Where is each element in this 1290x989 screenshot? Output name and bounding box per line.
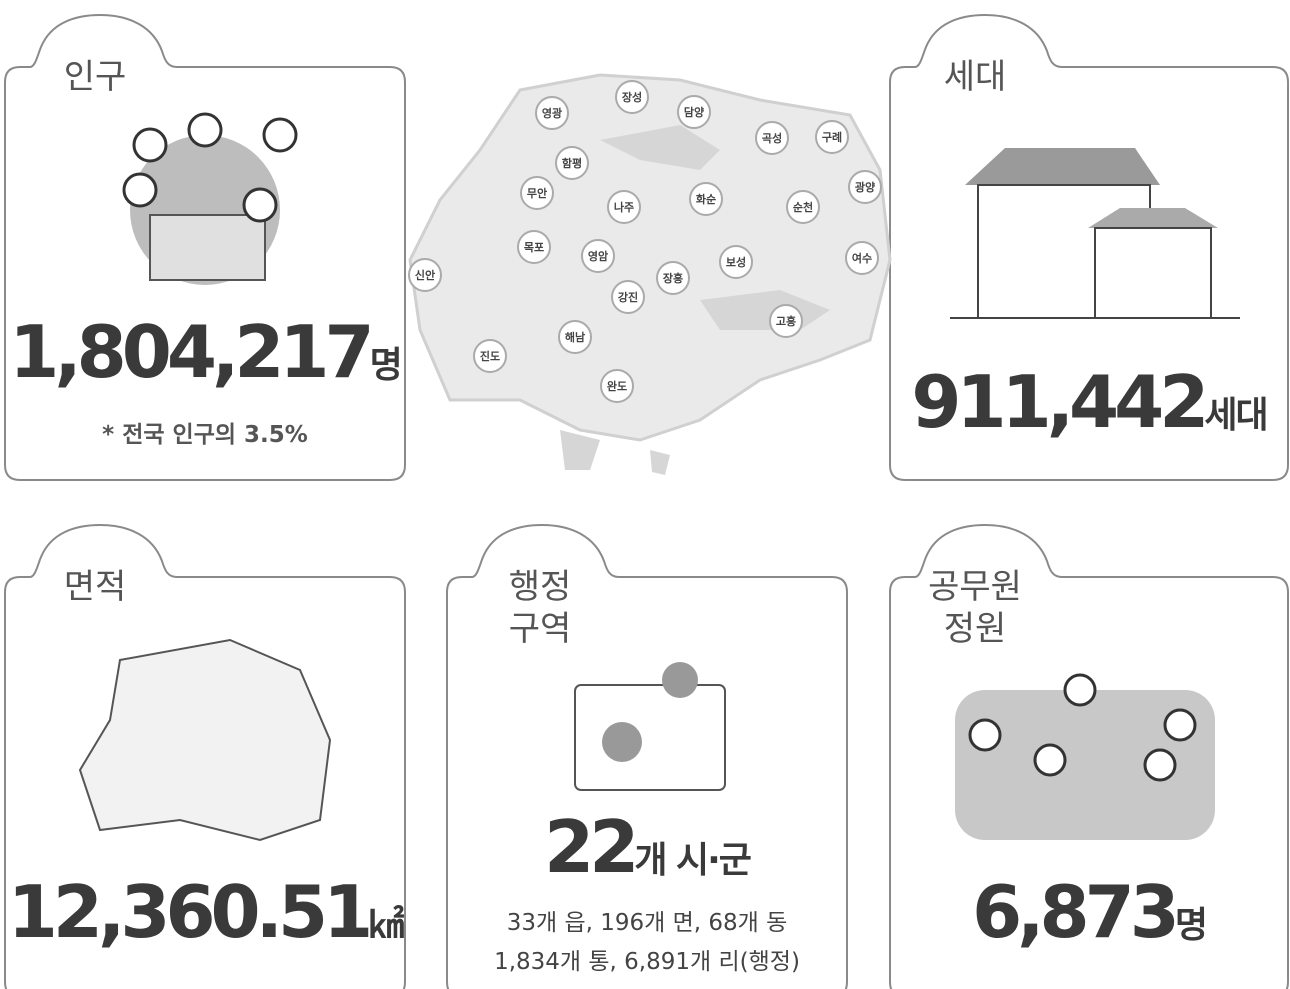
stat: 12,360.51㎢ [5,870,405,954]
map-label: 구례 [815,120,849,154]
illust [244,189,276,221]
illust [134,129,166,161]
stat-note: 1,834개 통, 6,891개 리(행정) [447,942,847,976]
stat-unit: 개 시·군 [634,840,750,881]
illust [1065,675,1095,705]
map-label: 광양 [848,170,882,204]
map-label: 영암 [581,239,615,273]
map-label: 보성 [719,245,753,279]
stat: 6,873명 [890,870,1288,954]
illust [150,215,265,280]
map-label: 여수 [845,241,879,275]
stat-unit: 명 [370,345,401,386]
illust [602,722,642,762]
map-label: 곡성 [755,121,789,155]
illust [124,174,156,206]
map-label: 신안 [408,258,442,292]
illust [1095,228,1211,318]
map-label: 나주 [607,190,641,224]
stat-value: 22 [544,805,634,889]
stat-value: 1,804,217 [9,310,369,394]
map-label: 함평 [555,146,589,180]
map-label: 무안 [520,176,554,210]
map-label: 완도 [600,369,634,403]
stat-value: 911,442 [911,360,1204,444]
map-label: 영광 [535,96,569,130]
stat-note: * 전국 인구의 3.5% [5,415,405,449]
map-label: 장흥 [656,261,690,295]
card-title: 정원 [920,608,1030,650]
card-title: 인구 [40,56,150,98]
map-label: 화순 [689,182,723,216]
illust [264,119,296,151]
card-title: 행정 [485,566,595,608]
stat-unit: ㎢ [368,905,402,946]
card-title: 구역 [485,608,595,650]
map-label: 강진 [611,280,645,314]
map-label: 장성 [615,80,649,114]
illust [575,685,725,790]
stat-unit: 명 [1175,905,1206,946]
map-label: 순천 [786,190,820,224]
illust [80,640,330,840]
card-title: 면적 [40,566,150,608]
stat: 1,804,217명 [5,310,405,394]
illust [1165,710,1195,740]
stat-value: 6,873 [972,870,1175,954]
stat: 22개 시·군 [447,805,847,889]
illust [189,114,221,146]
map-label: 해남 [558,320,592,354]
card-title: 공무원 [920,566,1030,608]
map-label: 목포 [517,230,551,264]
stat-value: 12,360.51 [8,870,368,954]
map-label: 진도 [473,339,507,373]
illust [1035,745,1065,775]
card-title: 세대 [920,56,1030,98]
stat-note: 33개 읍, 196개 면, 68개 동 [447,903,847,937]
stat-unit: 세대 [1204,395,1266,436]
illust [662,662,698,698]
illust [1145,750,1175,780]
illust [970,720,1000,750]
map-label: 고흥 [769,304,803,338]
map-label: 담양 [677,95,711,129]
stat: 911,442세대 [890,360,1288,444]
page: 인구 1,804,217명 * 전국 인구의 3.5% 세대 911,442세대… [0,0,1290,989]
